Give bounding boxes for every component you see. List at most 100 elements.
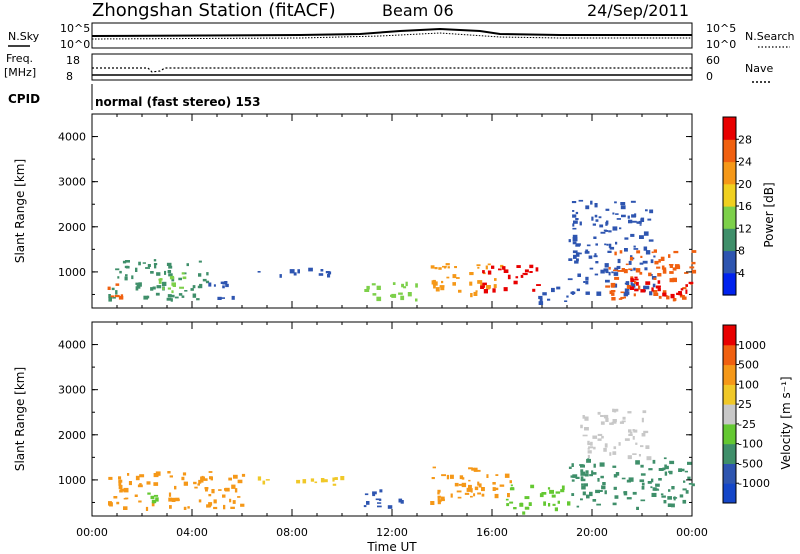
velocity-cell [208, 503, 212, 507]
power-cell [503, 269, 509, 273]
velocity-cell [681, 468, 685, 472]
power-cell [660, 256, 665, 261]
velocity-cell [626, 497, 632, 500]
velocity-cell [589, 474, 593, 477]
velocity-colorbar-segment [723, 325, 736, 346]
velocity-cell [477, 492, 481, 495]
velocity-colorbar-segment [723, 384, 736, 405]
power-cell [257, 271, 261, 273]
velocity-cell [611, 421, 617, 424]
velocity-cell [513, 507, 517, 510]
velocity-cell [193, 481, 197, 485]
velocity-cell [228, 477, 232, 481]
power-cell [633, 280, 637, 285]
power-cell [135, 267, 138, 272]
power-cell [592, 223, 596, 226]
power-colorbar-tick: 8 [738, 245, 745, 258]
velocity-ytick-label: 3000 [58, 384, 86, 397]
power-cell [594, 273, 599, 276]
velocity-cell [464, 492, 470, 495]
velocity-cell [167, 471, 171, 474]
velocity-cell [590, 441, 593, 446]
power-cell [662, 290, 667, 294]
velocity-colorbar-tick: 1000 [738, 339, 766, 352]
velocity-cell [621, 477, 626, 480]
power-cell [482, 285, 485, 288]
power-colorbar-segment [723, 272, 736, 296]
velocity-cell [650, 486, 653, 489]
power-cell [485, 265, 488, 270]
power-panel: 1000 2000 3000 4000 Slant Range [km] [13, 113, 697, 309]
time-axis: 00:00 04:00 08:00 12:00 16:00 20:00 00:00 [76, 114, 708, 539]
velocity-cell [499, 484, 505, 487]
velocity-cell [265, 479, 270, 481]
power-cell [208, 282, 212, 287]
power-cell [655, 285, 661, 289]
velocity-cell [183, 506, 187, 510]
power-cell [167, 270, 172, 274]
velocity-cell [571, 479, 575, 482]
power-cell [156, 285, 162, 289]
power-cell [572, 234, 578, 239]
velocity-cell [372, 493, 376, 497]
velocity-cell [679, 494, 684, 498]
velocity-cell [224, 488, 229, 491]
velocity-cell [580, 478, 586, 482]
velocity-cell [509, 501, 514, 504]
power-cell [635, 268, 641, 273]
velocity-cell [561, 485, 565, 490]
power-cell [482, 270, 485, 274]
velocity-cell [296, 479, 301, 484]
power-cell [613, 272, 619, 276]
power-cell [626, 285, 632, 289]
power-cell [115, 268, 120, 271]
power-cell [620, 205, 626, 210]
power-cell [566, 295, 569, 298]
xtick-label: 04:00 [176, 526, 208, 539]
power-cell [199, 283, 203, 289]
velocity-cell [580, 471, 586, 476]
velocity-cell [632, 491, 637, 495]
velocity-cell [663, 457, 667, 460]
power-cell [391, 293, 397, 298]
velocity-cell [613, 474, 618, 478]
velocity-cell [262, 480, 266, 485]
power-cell [614, 201, 617, 204]
velocity-cell [528, 502, 532, 506]
velocity-cell [663, 500, 667, 504]
velocity-cell [168, 492, 172, 497]
velocity-cell [218, 489, 222, 491]
velocity-cell [579, 464, 584, 466]
velocity-cell [687, 476, 691, 480]
power-cell [640, 218, 644, 222]
velocity-cell [113, 496, 118, 499]
power-cell [618, 298, 623, 300]
velocity-cell [604, 490, 607, 495]
power-cell [634, 288, 639, 292]
power-cell [221, 297, 225, 299]
velocity-cell [612, 451, 617, 455]
power-cell [443, 266, 447, 269]
velocity-colorbar-tick: -1000 [738, 477, 770, 490]
velocity-cell [222, 494, 226, 498]
velocity-cell [127, 473, 130, 476]
power-cell [679, 293, 683, 298]
power-cell [197, 285, 200, 289]
power-cell [297, 269, 300, 274]
power-cell [192, 293, 197, 298]
power-cell [206, 272, 209, 276]
velocity-cell [669, 472, 673, 475]
velocity-cell [604, 443, 608, 448]
xtick-label: 12:00 [376, 526, 408, 539]
power-cell [633, 293, 636, 297]
power-ytick-label: 3000 [58, 176, 86, 189]
velocity-cell [151, 502, 155, 507]
velocity-cell [547, 487, 551, 490]
power-cell [483, 289, 488, 294]
power-cell [125, 260, 130, 263]
velocity-cell [118, 486, 122, 490]
velocity-colorbar-tick: -100 [738, 438, 763, 451]
velocity-cell [638, 454, 641, 457]
velocity-ylabel: Slant Range [km] [13, 367, 27, 471]
power-cell [663, 267, 667, 270]
